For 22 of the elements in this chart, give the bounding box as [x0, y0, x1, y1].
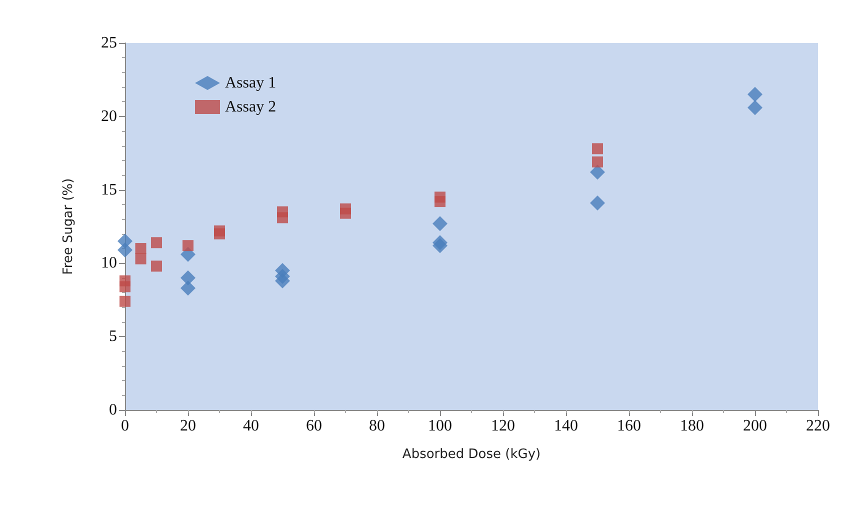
x-tick-label: 120 [491, 418, 515, 434]
x-tick-label: 180 [680, 418, 704, 434]
x-tick-label: 0 [121, 418, 129, 434]
x-tick-label: 220 [806, 418, 830, 434]
x-tick-label: 60 [306, 418, 322, 434]
x-tick-label: 160 [617, 418, 641, 434]
x-tick-label: 20 [180, 418, 196, 434]
x-tick-label: 100 [428, 418, 452, 434]
legend-label: Assay 2 [225, 98, 276, 116]
y-tick-label: 25 [101, 34, 117, 52]
x-axis-title: Absorbed Dose (kGy) [402, 447, 541, 462]
y-tick-label: 5 [109, 328, 117, 346]
x-tick-label: 80 [369, 418, 385, 434]
legend-label: Assay 1 [225, 74, 276, 92]
y-tick-label: 20 [101, 108, 117, 125]
y-axis-title: Free Sugar (%) [61, 178, 76, 275]
x-tick-label: 40 [243, 418, 259, 434]
y-tick-label: 10 [101, 254, 117, 272]
y-tick-label: 15 [101, 181, 117, 198]
x-tick-label: 140 [554, 418, 578, 434]
y-tick-label: 0 [109, 402, 117, 418]
x-tick-label: 200 [743, 418, 767, 434]
